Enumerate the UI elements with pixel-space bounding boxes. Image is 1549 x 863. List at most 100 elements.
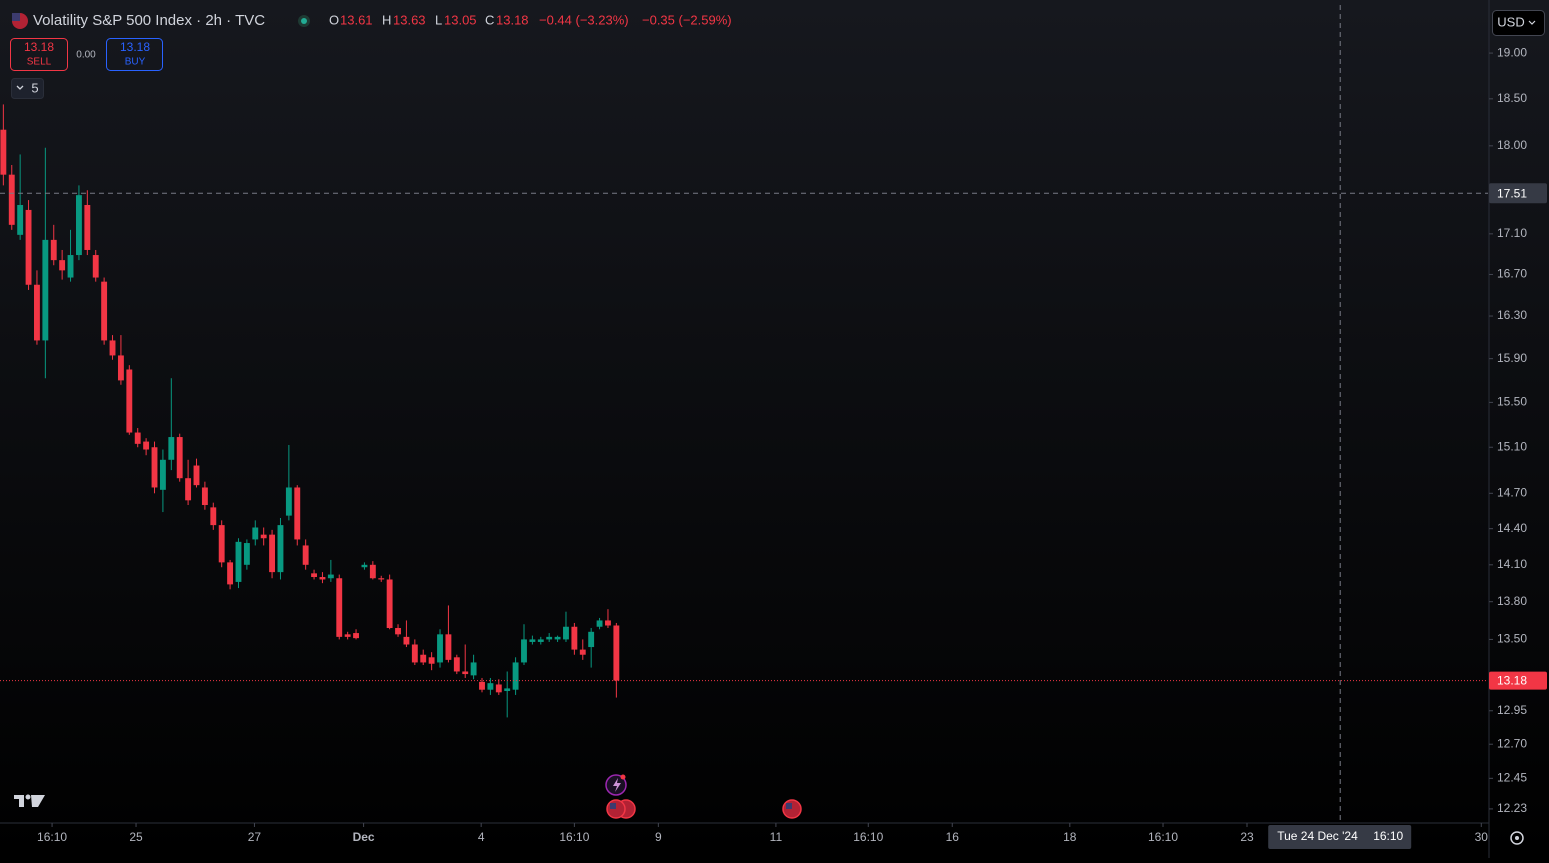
candle-body xyxy=(0,129,7,175)
candle-body xyxy=(319,577,326,580)
currency-button[interactable] xyxy=(1492,10,1545,36)
ohlc-value: 13.63 xyxy=(393,12,426,27)
change: −0.44 (−3.23%) xyxy=(539,12,629,27)
y-tick-label: 12.95 xyxy=(1497,703,1527,717)
indicators-toggle[interactable] xyxy=(11,78,44,99)
candle-body xyxy=(294,487,301,540)
x-tick-label: 16:10 xyxy=(37,830,67,844)
y-tick-label: 16.70 xyxy=(1497,267,1527,281)
x-tick-label: 23 xyxy=(1240,830,1254,844)
candle-body xyxy=(537,639,544,642)
crosshair-time-label: 16:10 xyxy=(1373,829,1403,843)
x-tick-label: 16 xyxy=(946,830,960,844)
candle-body xyxy=(512,662,519,690)
candle-body xyxy=(487,683,494,690)
buy-button[interactable] xyxy=(106,38,163,71)
legend: Volatility S&P 500 Index · 2h · TVC O 13… xyxy=(12,12,732,29)
candle-body xyxy=(218,525,225,563)
candle-body xyxy=(42,239,49,341)
plot-area xyxy=(0,5,1488,823)
candle-body xyxy=(479,681,485,690)
ohlc-label: L xyxy=(435,12,442,27)
candle-body xyxy=(227,562,234,585)
currency-menu: USD xyxy=(1492,10,1545,36)
candle-body xyxy=(613,625,620,681)
candle-body xyxy=(159,459,166,490)
candle-body xyxy=(17,204,24,235)
y-tick-label: 17.10 xyxy=(1497,226,1527,240)
candle-body xyxy=(411,644,418,663)
candle-body xyxy=(579,649,586,655)
candle-body xyxy=(84,204,91,250)
candle-body xyxy=(470,662,477,676)
sell-label: SELL xyxy=(27,57,52,68)
candle-body xyxy=(437,634,443,663)
candle-body xyxy=(529,639,536,642)
candle-body xyxy=(210,507,217,526)
last-price-tag xyxy=(1489,671,1547,690)
x-tick-label: 18 xyxy=(1063,830,1077,844)
crosshair-time-tag xyxy=(1268,825,1412,849)
tv-logo[interactable] xyxy=(14,795,45,807)
candle-body xyxy=(428,657,435,664)
ohlc-label: C xyxy=(485,12,494,27)
candle-body xyxy=(453,657,460,672)
candle-body xyxy=(75,195,82,256)
sell-button[interactable] xyxy=(10,38,68,71)
crosshair-date-label: Tue 24 Dec '24 xyxy=(1277,829,1358,843)
x-tick-label: 11 xyxy=(770,830,783,844)
candle-body xyxy=(395,628,401,635)
candle-body xyxy=(361,564,368,568)
flag-canton xyxy=(12,13,20,21)
candle-body xyxy=(369,564,376,579)
tv-logo-dot xyxy=(25,794,31,800)
candle-body xyxy=(336,578,343,637)
candle-body xyxy=(117,355,124,381)
y-tick-label: 13.80 xyxy=(1497,594,1527,608)
currency: USD xyxy=(1497,14,1524,29)
trade-buttons: 13.18 SELL 0.00 13.18 BUY 5 xyxy=(10,38,163,99)
candle-body xyxy=(378,578,385,580)
candle-body xyxy=(521,639,527,663)
candle-body xyxy=(176,437,183,479)
candle-body xyxy=(243,543,250,565)
candle-body xyxy=(143,441,150,450)
y-tick-label: 14.40 xyxy=(1497,521,1527,535)
candle-body xyxy=(126,369,133,433)
candle-body xyxy=(193,465,200,486)
candle-body xyxy=(101,281,108,341)
y-tick-label: 13.50 xyxy=(1497,632,1527,646)
settings-button[interactable] xyxy=(1510,831,1524,845)
ohlc-label: O xyxy=(329,12,339,27)
y-tick-label: 14.70 xyxy=(1497,485,1527,499)
y-tick-label: 18.50 xyxy=(1497,91,1527,105)
candle-body xyxy=(596,620,603,627)
candle-body xyxy=(134,432,141,444)
x-tick-label: Dec xyxy=(353,830,375,844)
candle-body xyxy=(185,478,192,501)
symbol-title[interactable]: Volatility S&P 500 Index · 2h · TVC xyxy=(33,12,265,29)
x-tick-label: 9 xyxy=(655,830,662,844)
y-tick-label: 12.45 xyxy=(1497,770,1527,784)
candle-body xyxy=(353,633,359,639)
ohlc-value: 13.05 xyxy=(444,12,477,27)
candle-body xyxy=(327,574,334,579)
candle-body xyxy=(588,631,595,648)
x-tick-label: 27 xyxy=(248,830,262,844)
event-badge xyxy=(620,774,626,780)
x-tick-label: 16:10 xyxy=(559,830,589,844)
candle-body xyxy=(302,545,309,565)
candle-body xyxy=(445,634,452,660)
candle-body xyxy=(311,573,317,578)
events xyxy=(605,774,802,819)
candle-body xyxy=(563,626,569,640)
x-tick-label: 30 xyxy=(1475,830,1489,844)
candle-body xyxy=(109,340,116,356)
lightning xyxy=(613,778,621,792)
buy-label: BUY xyxy=(125,57,146,68)
buy-price: 13.18 xyxy=(120,40,150,54)
candle-body xyxy=(554,636,561,640)
spread: 0.00 xyxy=(76,50,96,61)
